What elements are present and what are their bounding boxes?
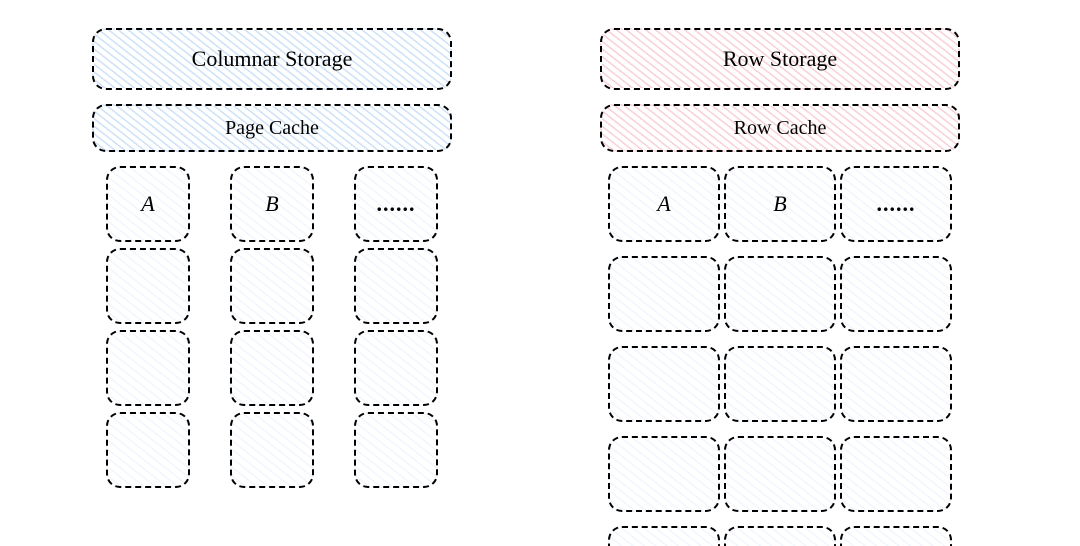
column-a-cell	[106, 330, 190, 406]
row-cache-box: Row Cache	[600, 104, 960, 152]
row-storage-title: Row Storage	[723, 46, 837, 72]
column-a-cell	[106, 412, 190, 488]
row-cell-b-label: B	[773, 191, 786, 217]
page-cache-label: Page Cache	[225, 117, 319, 140]
row-cell	[608, 256, 720, 332]
column-b-header: B	[230, 166, 314, 242]
row-storage-title-box: Row Storage	[600, 28, 960, 90]
row-cell	[608, 346, 720, 422]
column-a-label: A	[141, 191, 154, 217]
row-cache-label: Row Cache	[734, 117, 827, 140]
column-more-label: ......	[377, 191, 416, 217]
column-b-cell	[230, 412, 314, 488]
row-panel: Row Storage Row Cache A B ......	[600, 28, 960, 546]
column-more: ......	[354, 166, 438, 488]
row-cell	[840, 436, 952, 512]
column-a-cell	[106, 248, 190, 324]
row-cell-more-label: ......	[877, 191, 916, 217]
row-cell	[724, 346, 836, 422]
row-2	[608, 256, 952, 332]
column-a-header: A	[106, 166, 190, 242]
row-rows: A B ......	[608, 166, 952, 546]
columnar-panel: Columnar Storage Page Cache A B	[92, 28, 452, 488]
columnar-storage-title: Columnar Storage	[192, 46, 353, 72]
row-cell	[724, 526, 836, 546]
column-b: B	[230, 166, 314, 488]
row-cell-a: A	[608, 166, 720, 242]
column-more-cell	[354, 412, 438, 488]
columnar-storage-title-box: Columnar Storage	[92, 28, 452, 90]
row-cell-b: B	[724, 166, 836, 242]
diagram-stage: Columnar Storage Page Cache A B	[0, 0, 1080, 546]
row-4	[608, 436, 952, 512]
row-cell	[724, 436, 836, 512]
column-more-cell	[354, 248, 438, 324]
row-cell	[608, 436, 720, 512]
column-a: A	[106, 166, 190, 488]
row-cell-a-label: A	[657, 191, 670, 217]
column-more-header: ......	[354, 166, 438, 242]
row-cell	[608, 526, 720, 546]
row-cell	[840, 256, 952, 332]
row-cell	[840, 346, 952, 422]
row-cell	[840, 526, 952, 546]
row-header: A B ......	[608, 166, 952, 242]
column-more-cell	[354, 330, 438, 406]
row-5	[608, 526, 952, 546]
row-cell	[724, 256, 836, 332]
columnar-columns: A B ......	[106, 166, 438, 488]
page-cache-box: Page Cache	[92, 104, 452, 152]
column-b-cell	[230, 330, 314, 406]
row-3	[608, 346, 952, 422]
row-cell-more: ......	[840, 166, 952, 242]
column-b-label: B	[265, 191, 278, 217]
column-b-cell	[230, 248, 314, 324]
